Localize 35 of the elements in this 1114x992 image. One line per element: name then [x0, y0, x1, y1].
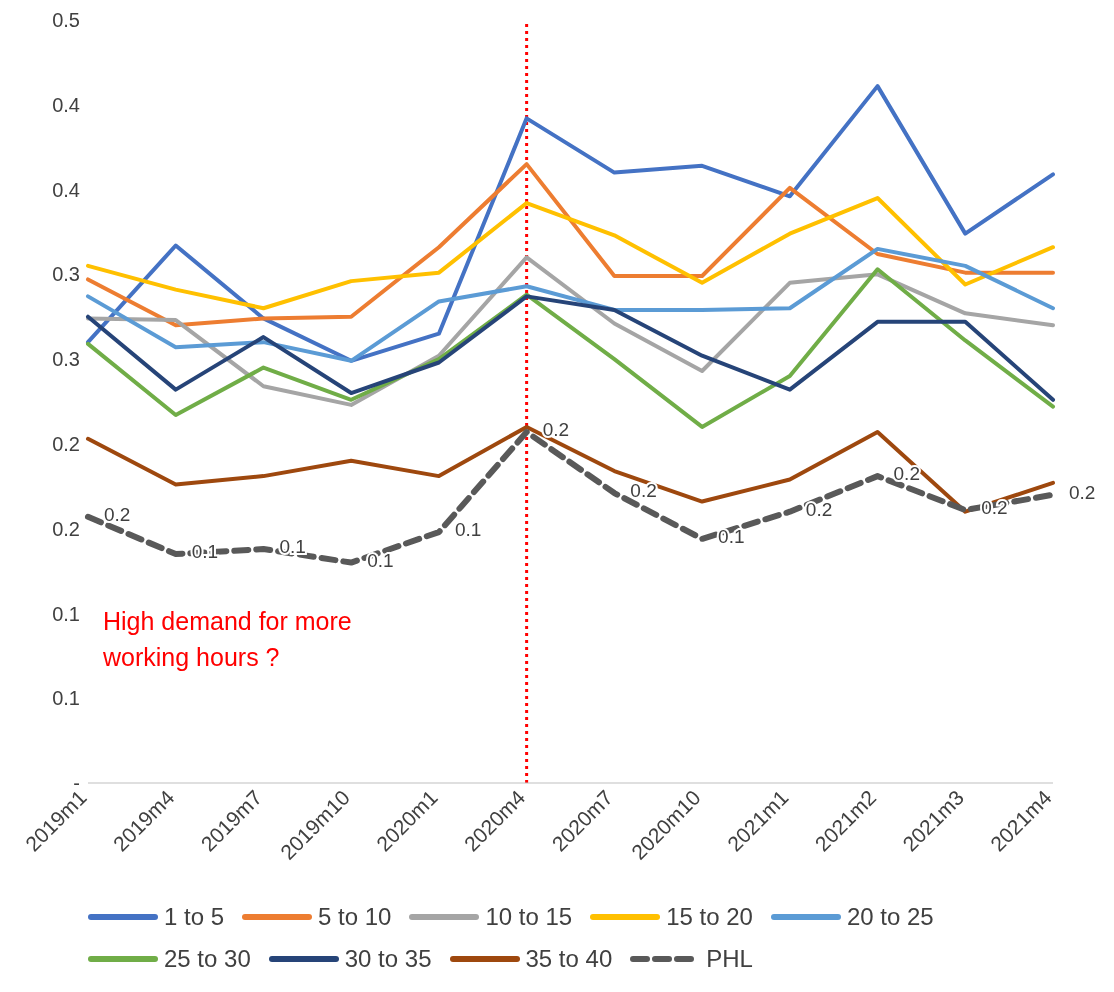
data-label: 0.1 [279, 536, 306, 558]
legend-label: PHL [706, 945, 753, 973]
legend-label: 10 to 15 [485, 903, 573, 931]
data-label: 0.1 [454, 519, 482, 541]
data-label: 0.2 [805, 498, 833, 520]
y-tick-label: 0.3 [52, 263, 80, 286]
legend-label: 25 to 30 [164, 945, 251, 973]
data-label: 0.2 [1069, 481, 1096, 503]
data-label: 0.2 [893, 463, 920, 485]
data-label: 0.2 [630, 480, 657, 502]
annotation: High demand for more working hours ? [103, 606, 353, 673]
line-series [86, 196, 1055, 311]
line-series [86, 246, 1055, 363]
legend-label: 5 to 10 [318, 903, 392, 931]
legend-label: 15 to 20 [666, 903, 753, 931]
line-series [86, 162, 1055, 328]
line-series [86, 294, 1055, 402]
y-tick-label: 0.4 [52, 93, 80, 116]
y-tick-label: 0.1 [52, 602, 80, 625]
legend-label: 30 to 35 [344, 945, 432, 973]
y-tick-label: 0.3 [52, 348, 80, 371]
legend-label: 1 to 5 [164, 903, 225, 931]
data-label: 0.2 [542, 419, 570, 441]
y-tick-label: 0.2 [52, 432, 80, 455]
y-tick-label: 0.5 [52, 9, 80, 32]
data-label: 0.2 [104, 503, 131, 525]
y-tick-label: 0.1 [52, 687, 80, 710]
data-label: 0.1 [191, 541, 219, 563]
legend-label: 20 to 25 [846, 903, 934, 931]
line-series [86, 84, 1055, 363]
data-label: 0.1 [718, 525, 745, 547]
y-tick-label: 0.2 [52, 517, 80, 540]
data-label: 0.1 [367, 549, 394, 571]
legend-label: 35 to 40 [525, 945, 613, 973]
y-tick-label: 0.4 [52, 178, 80, 201]
